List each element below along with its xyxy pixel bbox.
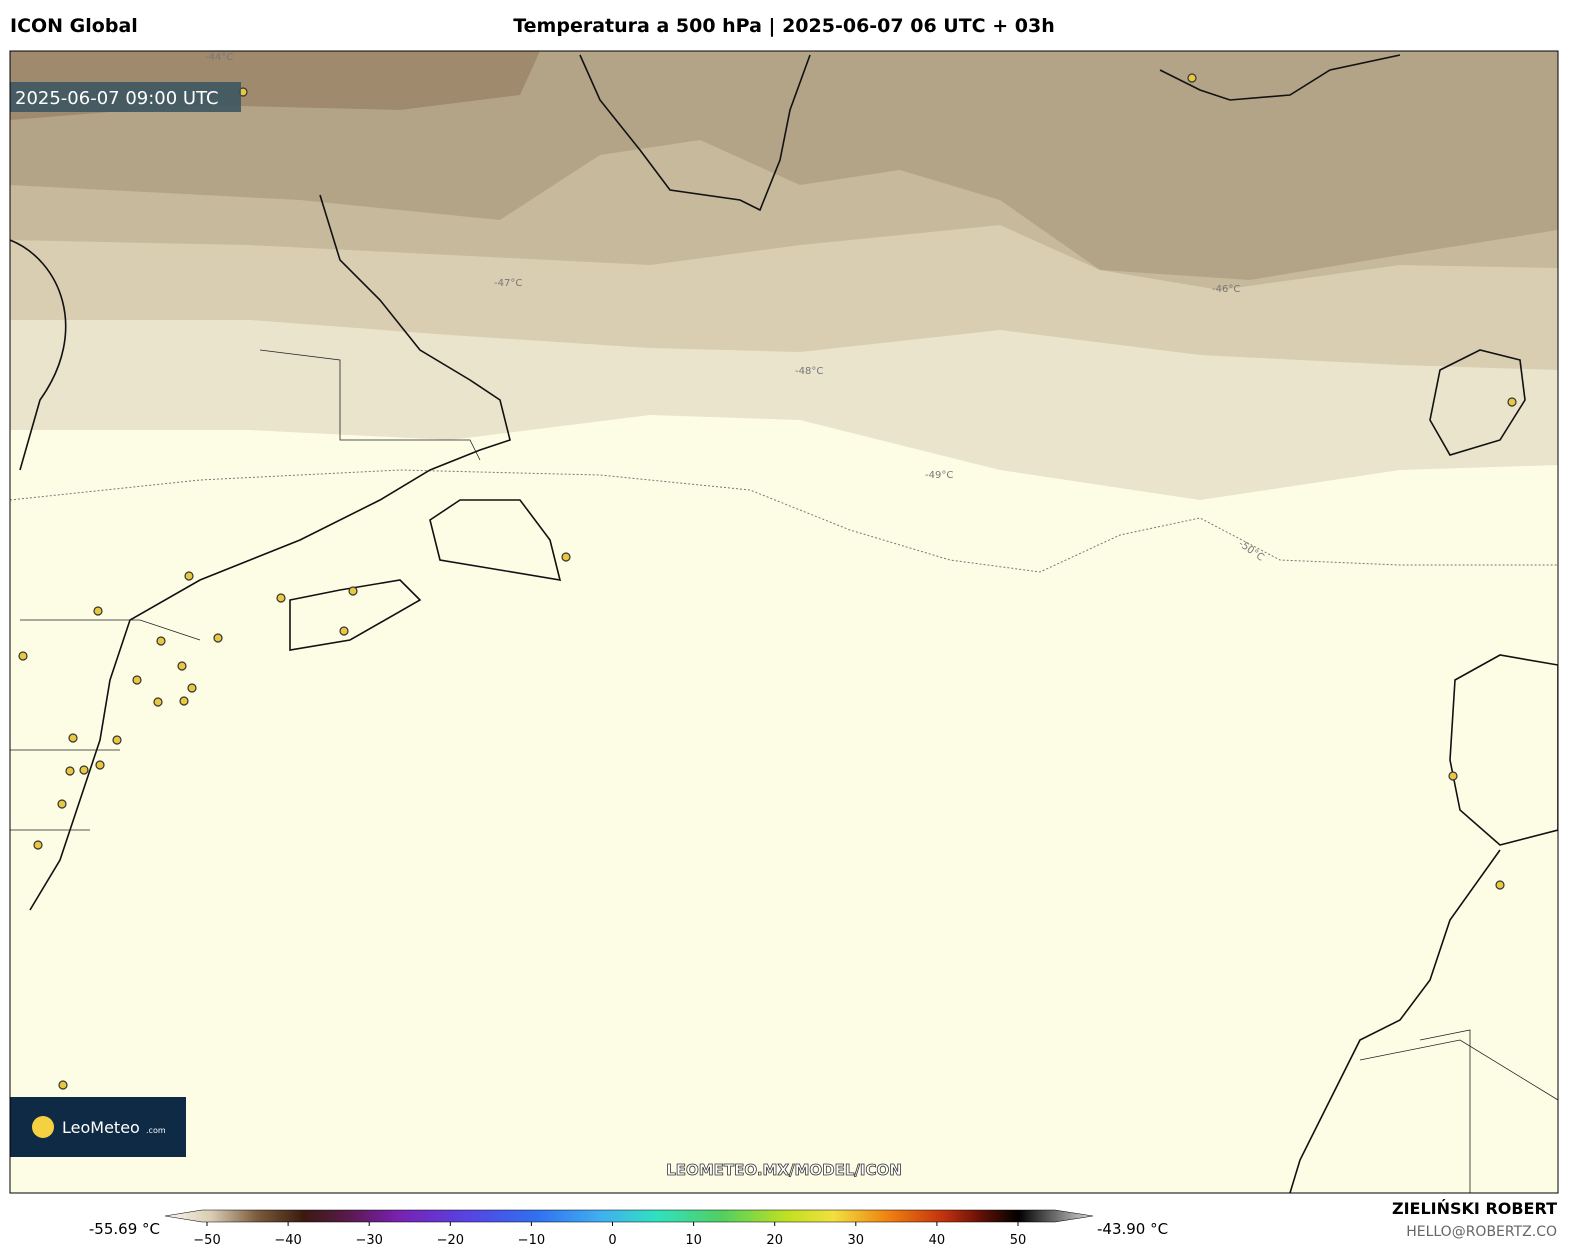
contour-label: -47°C	[494, 278, 522, 289]
colorbar-tick-label: 20	[766, 1233, 783, 1248]
colorbar-tick-label: −40	[274, 1233, 301, 1248]
colorbar-tick-label: 50	[1010, 1233, 1027, 1248]
map-title: Temperatura a 500 hPa | 2025-06-07 06 UT…	[513, 15, 1055, 37]
cities	[18, 73, 1517, 1090]
watermark: LEOMETEO.MX/MODEL/ICON	[666, 1161, 902, 1179]
email: HELLO@ROBERTZ.CO	[1406, 1224, 1557, 1240]
colorbar-tick-label: −10	[518, 1233, 545, 1248]
logo-suffix: .com	[146, 1126, 166, 1135]
colorbar-tick-label: 10	[685, 1233, 702, 1248]
colorbar-tick-label: −30	[355, 1233, 382, 1248]
valid-time: 2025-06-07 09:00 UTC	[15, 88, 219, 109]
colorbar-tick-label: 40	[929, 1233, 946, 1248]
colorbar-min: -55.69 °C	[89, 1220, 160, 1238]
map-frame	[9, 50, 1559, 1194]
model-name: ICON Global	[10, 15, 138, 37]
colorbar-tick-label: 0	[608, 1233, 616, 1248]
contour-label: -46°C	[1212, 284, 1240, 295]
map: -44°C -47°C -46°C -48°C -49°C -50°C 2025…	[10, 51, 1558, 1193]
colorbar-tick-label: −20	[437, 1233, 464, 1248]
contour-label: -44°C	[205, 52, 233, 63]
colorbar-tick-label: 30	[848, 1233, 865, 1248]
colorbar-tick-label: −50	[193, 1233, 220, 1248]
contour-label: -49°C	[925, 470, 953, 481]
contour-label: -48°C	[795, 366, 823, 377]
author: ZIELIŃSKI ROBERT	[1392, 1199, 1557, 1218]
logo: LeoMeteo	[62, 1118, 140, 1137]
colorbar	[164, 1209, 1094, 1223]
colorbar-max: -43.90 °C	[1097, 1220, 1168, 1238]
